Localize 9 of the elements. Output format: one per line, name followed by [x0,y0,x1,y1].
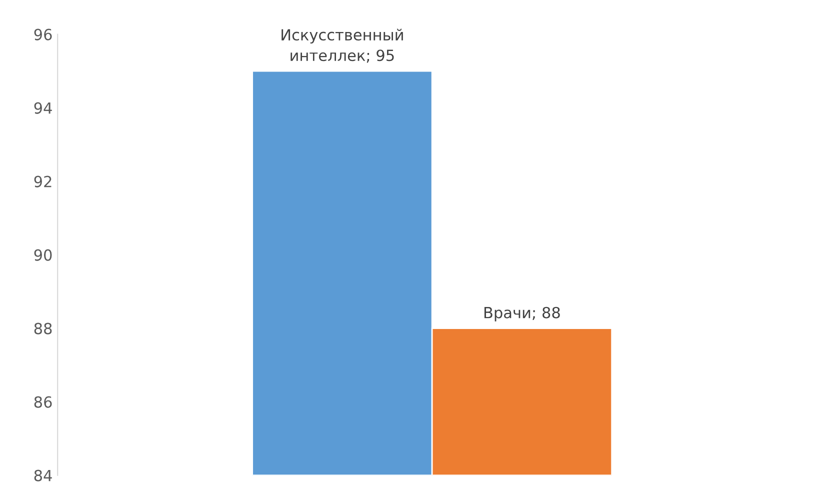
data-label: Врачи; 88 [484,306,560,322]
y-tick-label: 86 [34,396,52,408]
y-tick-label: 88 [34,322,52,334]
y-tick-label: 96 [34,28,52,40]
y-tick-label: 92 [34,176,52,188]
y-tick-label: 84 [34,470,52,482]
y-tick-label: 94 [34,102,52,114]
y-tick-label: 90 [34,249,52,261]
data-label: Искусственный интеллек; 95 [282,28,403,63]
